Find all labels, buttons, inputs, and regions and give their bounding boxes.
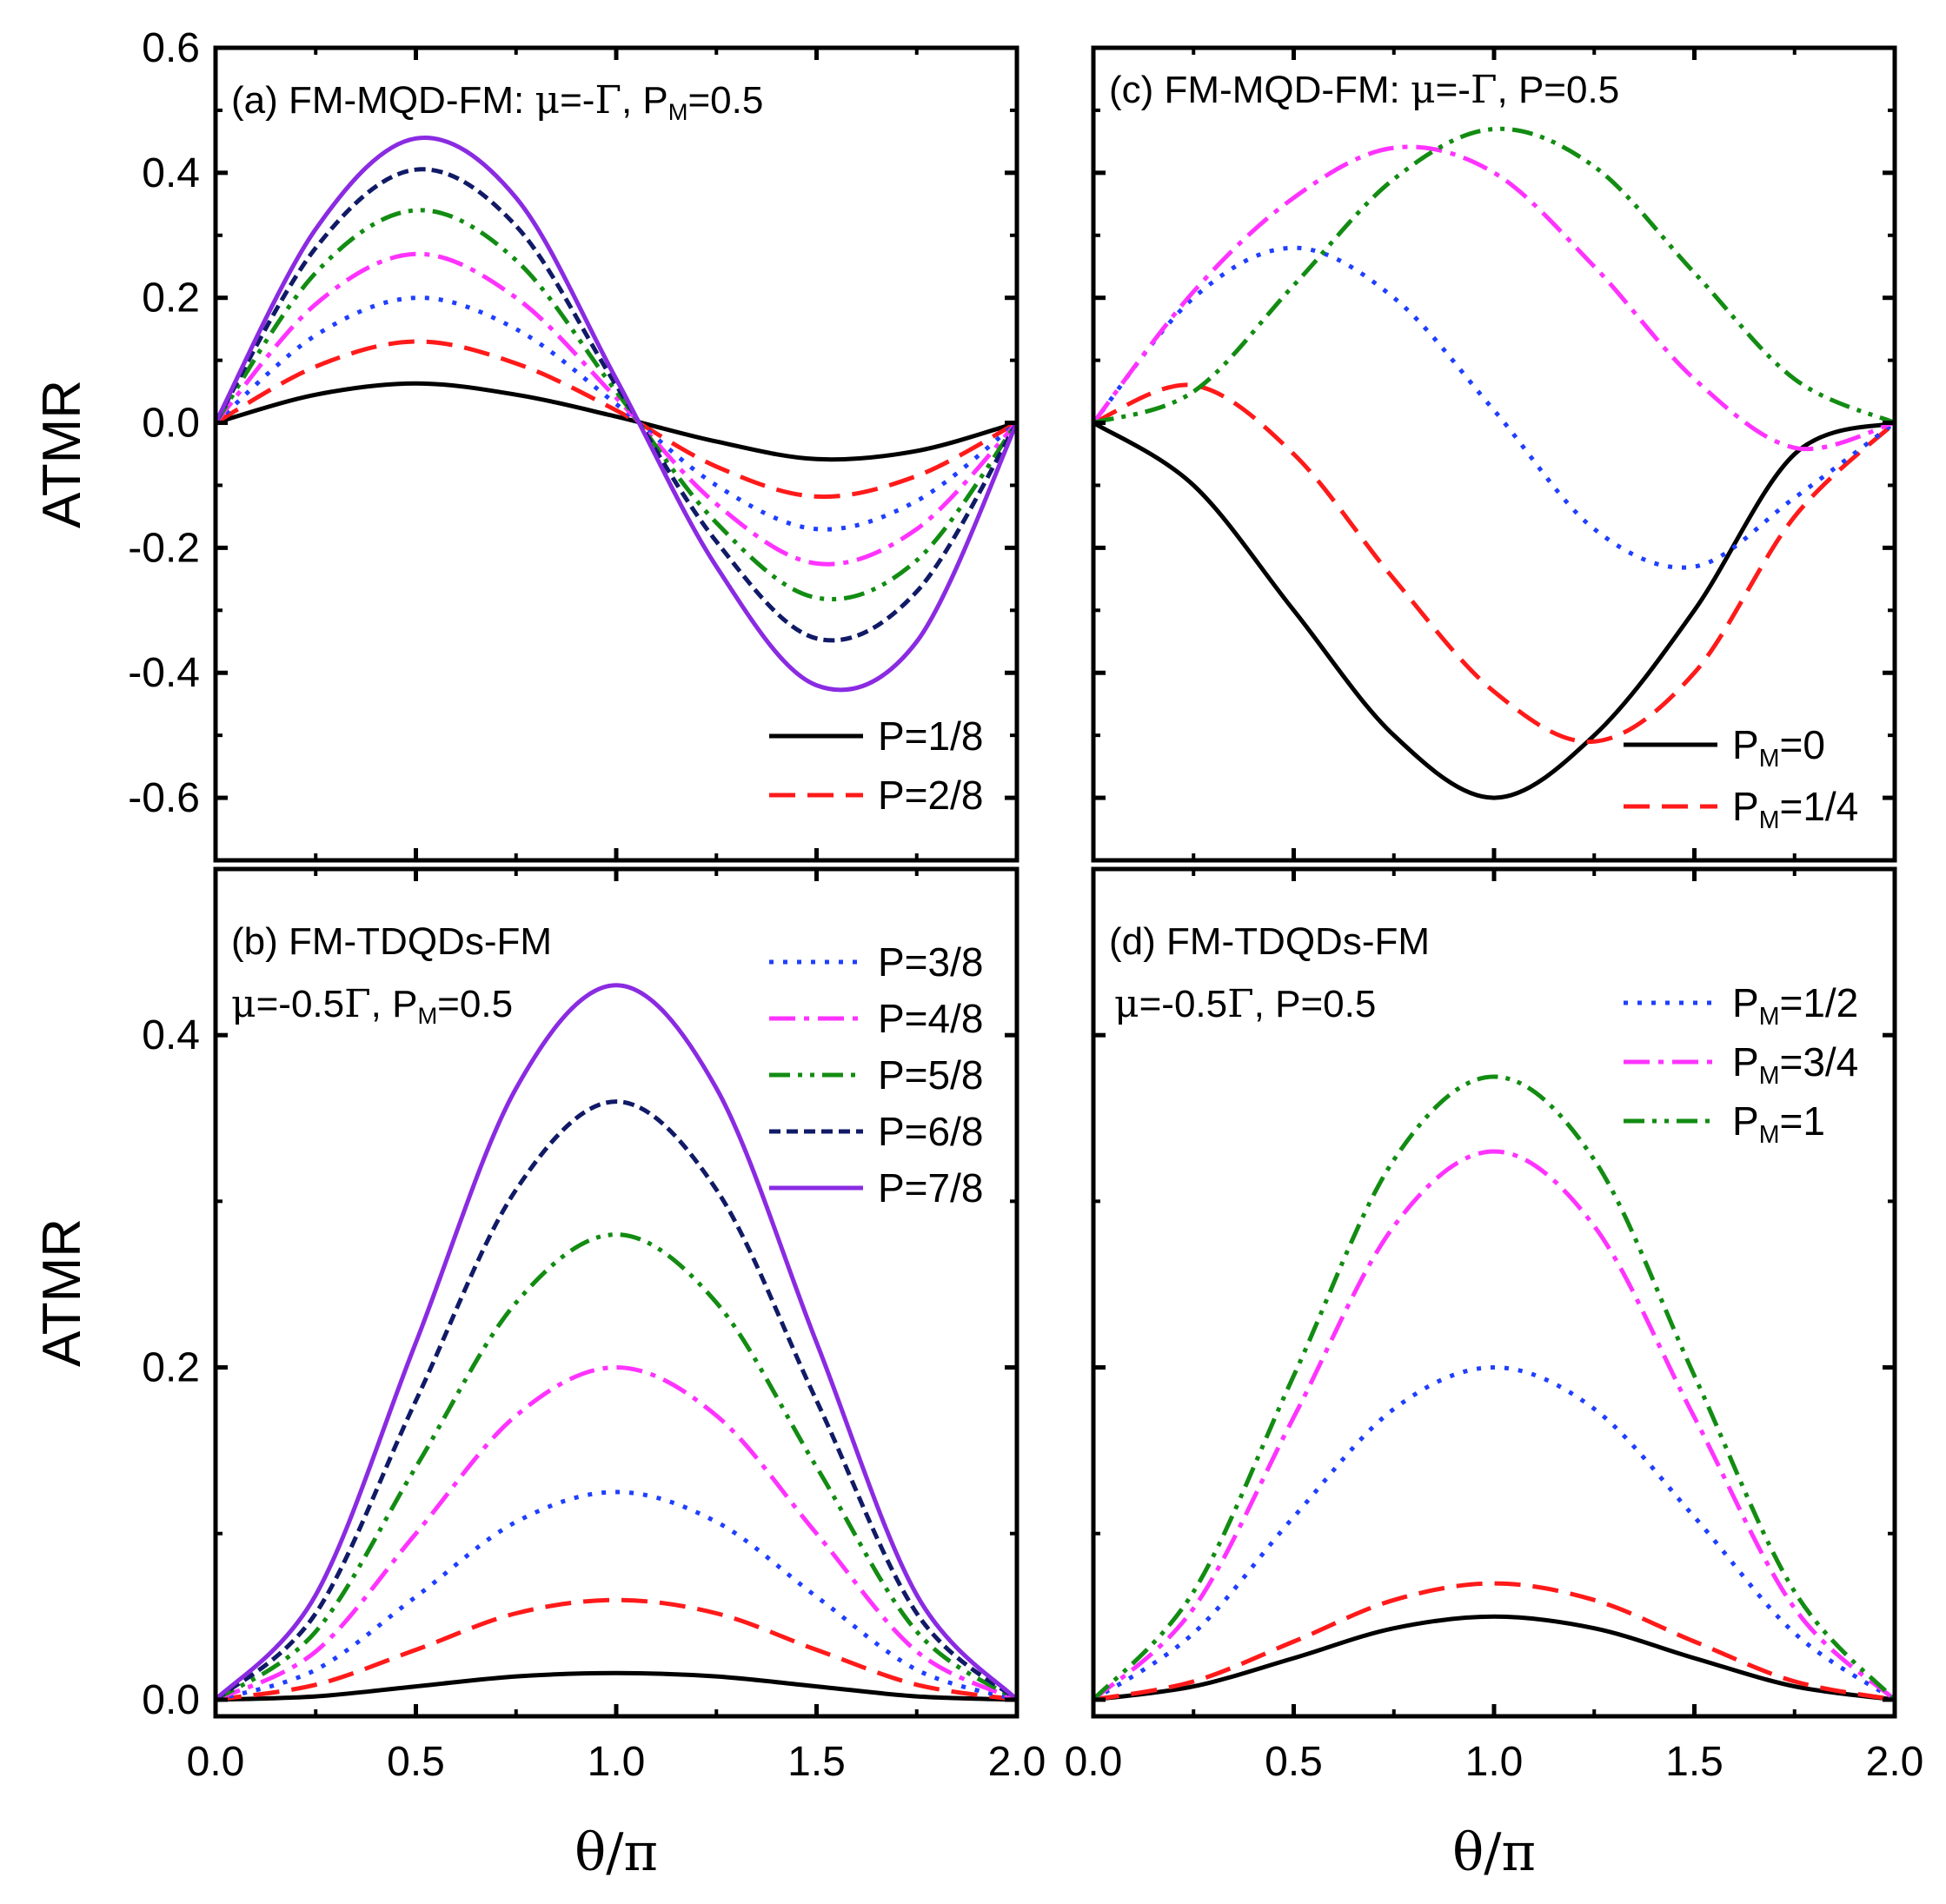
legend-label: P=5/8 (878, 1052, 984, 1098)
series-group (214, 983, 1019, 1702)
series-line-2 (214, 339, 1019, 500)
ytick-label: 0.4 (142, 150, 200, 196)
legend: PM=0 PM=1/4 (1624, 722, 1858, 834)
xtick-label: 1.0 (588, 1739, 646, 1785)
series-line-2 (1093, 382, 1896, 745)
legend-label: PM=1/4 (1732, 784, 1858, 834)
xtick-label: 0.5 (387, 1739, 445, 1785)
legend: P=3/8 P=4/8 P=5/8 P=6/8 P=7/8 (769, 939, 984, 1211)
xtick-label: 1.5 (787, 1739, 846, 1785)
x-axis-title: θ/π (1452, 1822, 1536, 1883)
series-line-4 (214, 1365, 1019, 1702)
series-line-1 (215, 1670, 1018, 1702)
panel-label: (d) FM-TDQDs-FM (1109, 920, 1430, 963)
series-line-4 (214, 251, 1019, 567)
series-line-3 (214, 295, 1019, 532)
series-line-3 (215, 1489, 1018, 1702)
series-line-5 (1093, 126, 1896, 425)
legend: PM=1/2 PM=3/4 PM=1 (1624, 980, 1858, 1149)
series-line-2 (1093, 1581, 1896, 1702)
xtick-label: 0.5 (1265, 1739, 1323, 1785)
panel-d: 0.0 0.5 1.0 1.5 2.0 θ/π (d) FM-TDQDs-FM μ=-0.5Γ… (1065, 866, 1924, 1883)
series-line-5 (213, 208, 1019, 602)
xtick-label: 1.5 (1665, 1739, 1724, 1785)
ytick-label: 0.2 (142, 275, 200, 322)
series-line-2 (215, 1597, 1018, 1702)
legend-label: PM=1 (1732, 1098, 1825, 1149)
series-line-1 (1093, 1614, 1896, 1702)
panel-label: (a) FM-MQD-FM: μ=-Γ, PM=0.5 (231, 78, 763, 125)
xtick-label: 0.0 (187, 1739, 245, 1785)
legend-label: P=1/8 (878, 713, 984, 759)
xtick-label: 2.0 (1866, 1739, 1924, 1785)
legend-label: P=3/8 (878, 939, 984, 985)
panel-label: (b) FM-TDQDs-FM (231, 920, 552, 963)
series-group (213, 136, 1019, 693)
series-line-3 (1092, 245, 1896, 570)
series-line-1 (1092, 421, 1896, 800)
legend-label: P=4/8 (878, 996, 984, 1041)
x-axis-title: θ/π (575, 1822, 658, 1883)
series-line-4 (1092, 1149, 1896, 1702)
ytick-label: 0.2 (142, 1345, 200, 1391)
legend-label: P=6/8 (878, 1109, 984, 1154)
series-line-3 (1092, 1365, 1896, 1702)
series-line-5 (214, 1232, 1019, 1702)
ytick-label: -0.4 (128, 650, 200, 696)
ytick-label: -0.6 (128, 775, 200, 821)
ytick-label: 0.0 (142, 1677, 200, 1723)
legend: P=1/8 P=2/8 (769, 713, 984, 818)
series-line-7 (213, 136, 1019, 693)
panel-label: (c) FM-MQD-FM: μ=-Γ, P=0.5 (1109, 68, 1619, 112)
ytick-label: 0.6 (142, 25, 200, 71)
ytick-label: -0.2 (128, 525, 200, 571)
series-group (1092, 1074, 1896, 1702)
series-line-4 (1092, 144, 1896, 452)
ytick-label: 0.0 (142, 401, 200, 447)
panel-b: 0.0 0.2 0.4 0.0 0.5 1.0 1.5 2.0 ATMR θ/π (b) FM-TD… (32, 866, 1046, 1883)
panel-label-params: μ=-0.5Γ, PM=0.5 (231, 982, 513, 1029)
legend-label: P=7/8 (878, 1165, 984, 1211)
series-line-6 (214, 1099, 1019, 1702)
legend-label: PM=1/2 (1732, 980, 1858, 1031)
legend-label: PM=3/4 (1732, 1039, 1858, 1090)
legend-label: PM=0 (1732, 722, 1825, 773)
series-line-5 (1092, 1074, 1896, 1702)
panel-c: (c) FM-MQD-FM: μ=-Γ, P=0.5 PM=0 PM=1/4 (1091, 45, 1897, 863)
plot-frame (1091, 45, 1897, 863)
y-axis-title: ATMR (32, 1218, 92, 1367)
y-axis-title: ATMR (32, 380, 92, 528)
series-line-6 (213, 167, 1019, 643)
panel-a: -0.6 -0.4 -0.2 0.0 0.2 0.4 0.6 ATMR (a) FM-MQD-F… (32, 25, 1019, 863)
ytick-label: 0.4 (142, 1012, 200, 1058)
legend-label: P=2/8 (878, 773, 984, 818)
series-line-1 (215, 381, 1018, 462)
xtick-label: 1.0 (1465, 1739, 1524, 1785)
xtick-label: 2.0 (988, 1739, 1046, 1785)
panel-label-params: μ=-0.5Γ, P=0.5 (1114, 982, 1376, 1026)
series-group (1092, 126, 1896, 800)
series-line-7 (214, 983, 1019, 1702)
xtick-label: 0.0 (1065, 1739, 1123, 1785)
